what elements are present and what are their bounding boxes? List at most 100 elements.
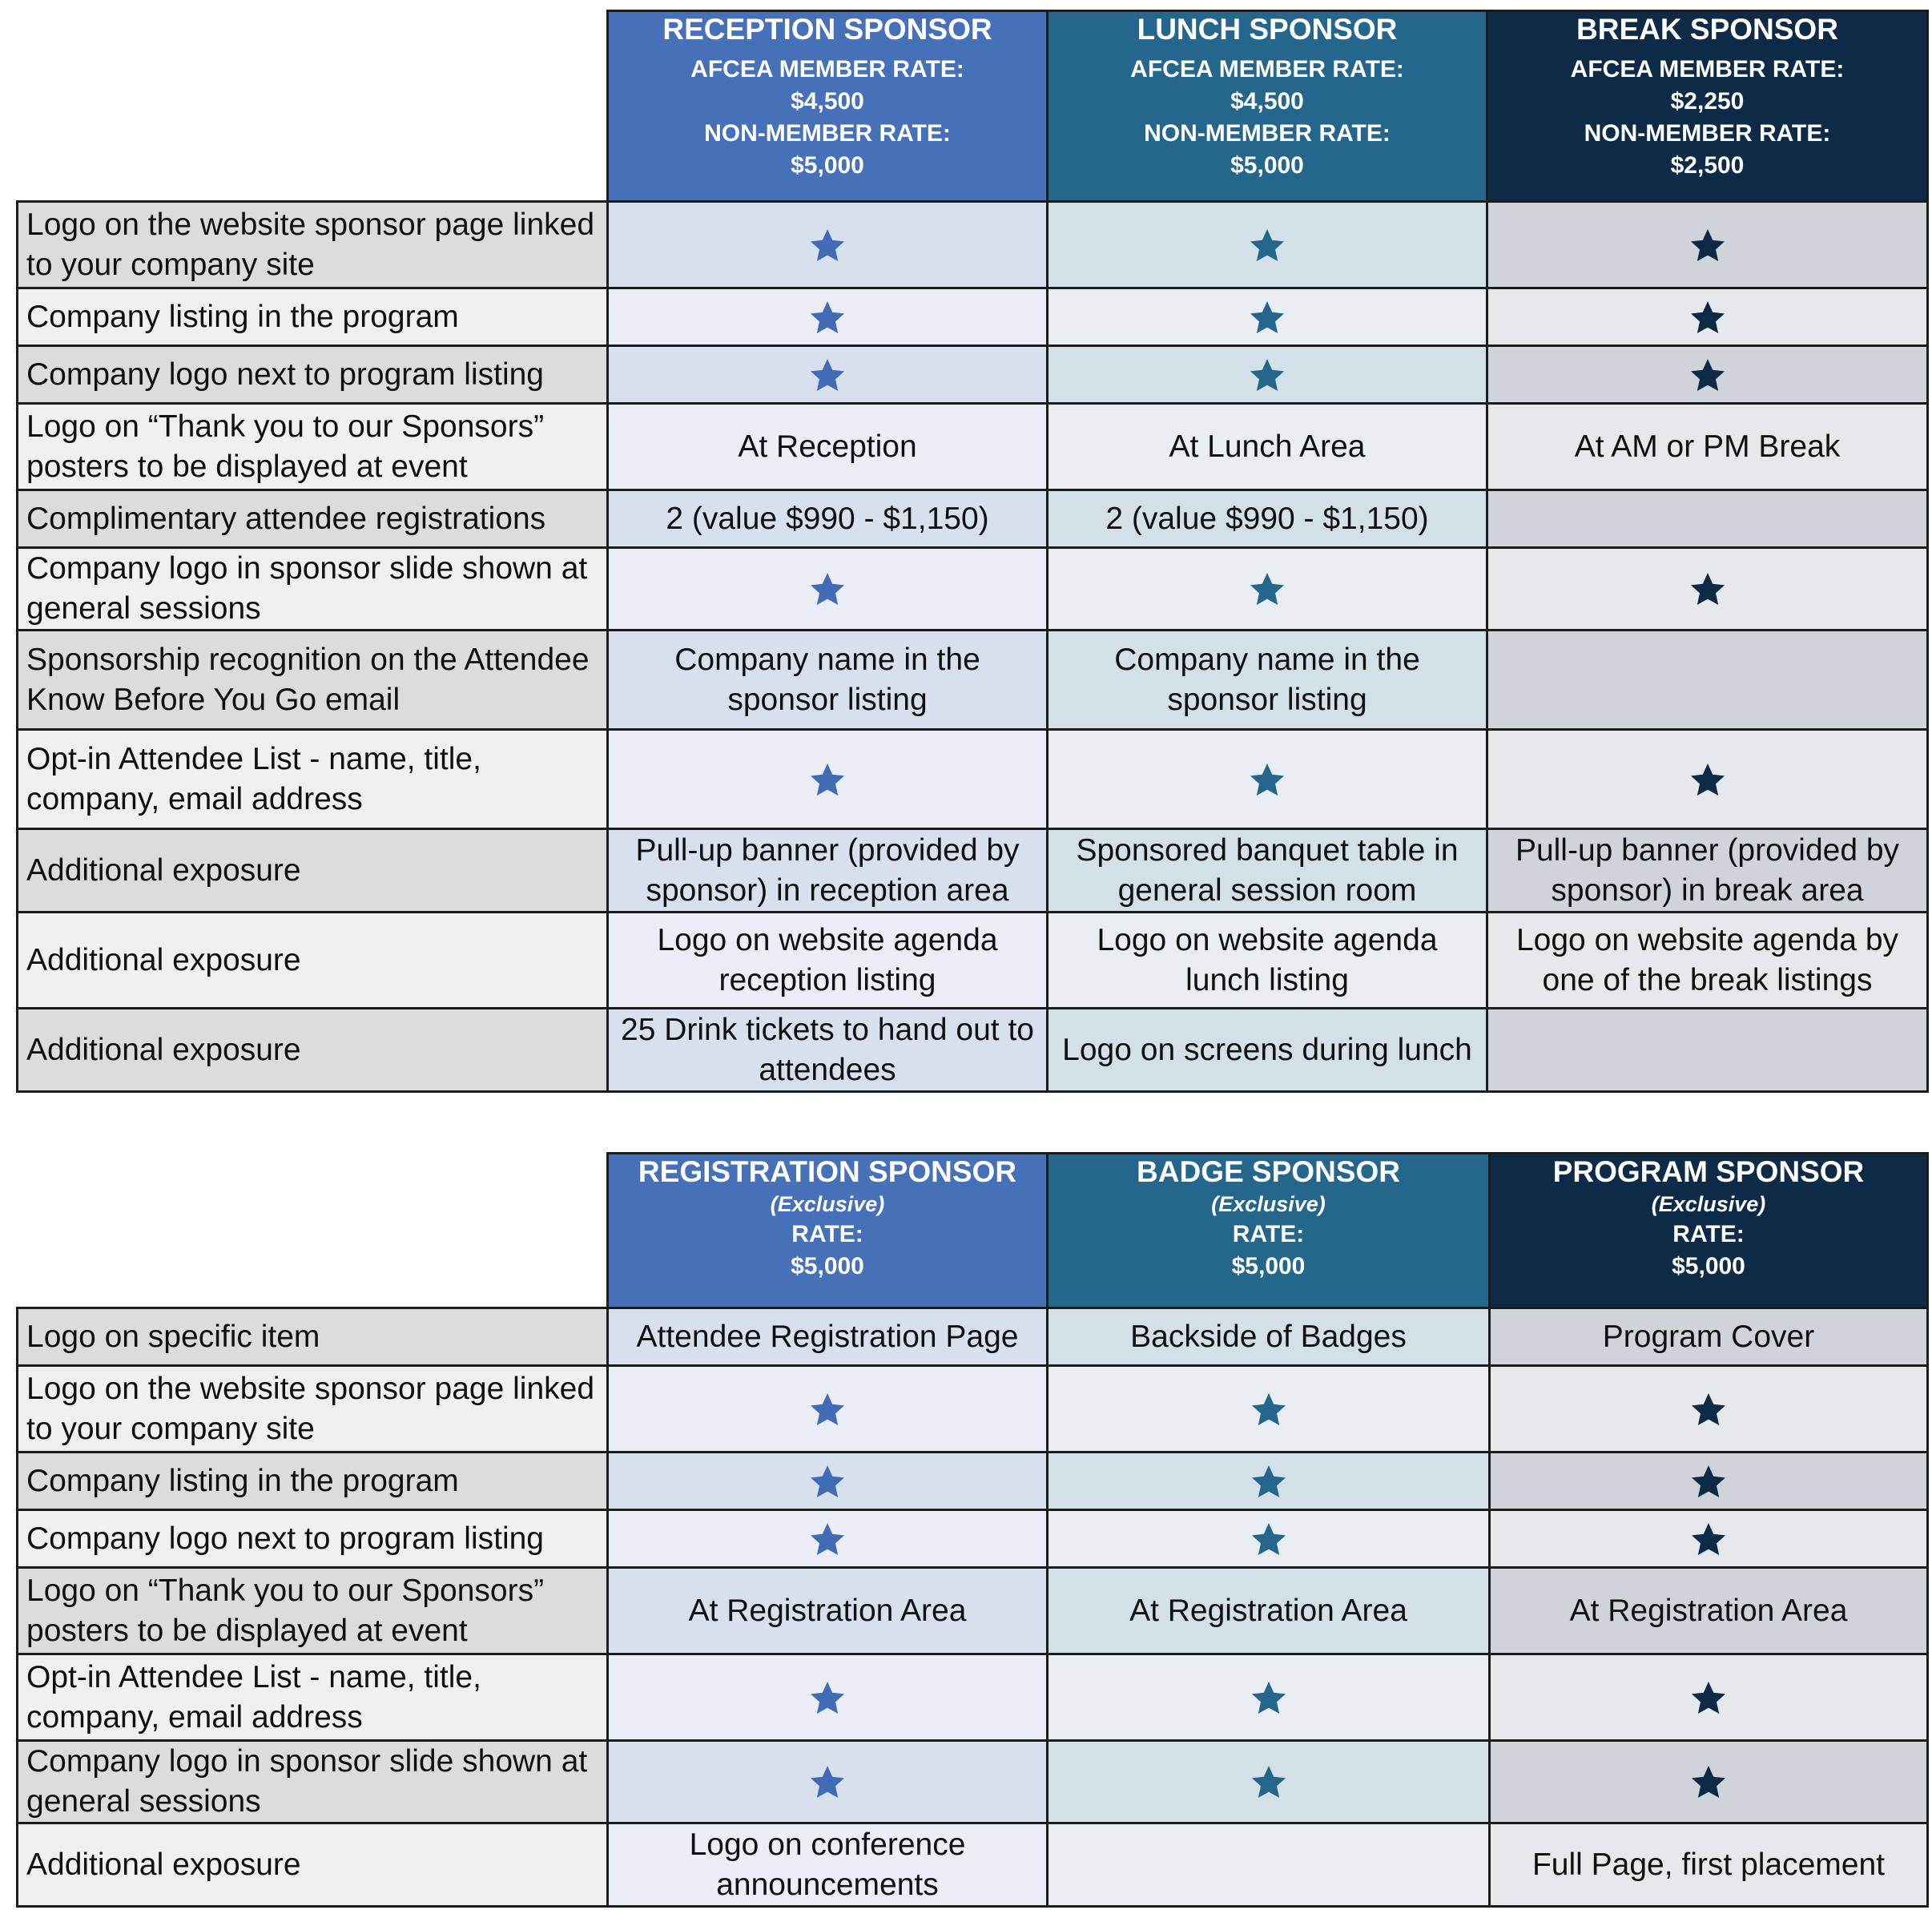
star-icon — [1689, 1521, 1728, 1559]
benefit-cell — [1486, 546, 1929, 631]
row-label: Logo on the website sponsor page linked … — [16, 1364, 609, 1453]
star-icon — [1689, 1763, 1728, 1802]
row-label: Company logo in sponsor slide shown at g… — [16, 546, 609, 631]
member-rate: $2,250 — [1670, 88, 1745, 115]
row-label: Company logo in sponsor slide shown at g… — [16, 1739, 609, 1824]
benefit-cell — [606, 1509, 1049, 1569]
benefit-cell — [606, 546, 1049, 631]
star-icon — [808, 357, 847, 395]
star-icon — [1248, 761, 1286, 800]
table-row: Logo on specific item Attendee Registrati… — [16, 1307, 1929, 1367]
benefit-cell-text: Company name in the sponsor listing — [606, 629, 1049, 731]
star-icon — [808, 761, 847, 800]
nonmember-rate-label: NON-MEMBER RATE: — [1144, 120, 1391, 147]
star-icon — [1248, 227, 1286, 265]
table-row: Company logo in sponsor slide shown at g… — [16, 546, 1929, 631]
benefit-cell — [1046, 287, 1488, 347]
exclusive-note: (Exclusive) — [770, 1192, 885, 1216]
column-title: REGISTRATION SPONSOR — [638, 1155, 1017, 1188]
table-row: Logo on the website sponsor page linked … — [16, 200, 1929, 289]
star-icon — [1688, 570, 1727, 609]
benefit-cell-text: Backside of Badges — [1046, 1307, 1491, 1367]
benefit-cell-text: Sponsored banquet table in general sessi… — [1046, 828, 1488, 913]
row-label: Opt-in Attendee List - name, title, comp… — [16, 1653, 609, 1742]
star-icon — [1250, 1763, 1288, 1802]
reception-sponsor-header: RECEPTION SPONSOR AFCEA MEMBER RATE: $4,… — [606, 10, 1049, 203]
row-label: Additional exposure — [16, 911, 609, 1009]
benefit-cell — [606, 728, 1049, 830]
benefit-cell — [1488, 1739, 1929, 1824]
rate: $5,000 — [791, 1253, 864, 1279]
row-label: Logo on the website sponsor page linked … — [16, 200, 609, 289]
table-1-body: Logo on the website sponsor page linked … — [16, 200, 1929, 1093]
table-row: Additional exposure 25 Drink tickets to h… — [16, 1007, 1929, 1093]
benefit-cell-text: Logo on conference announcements — [606, 1822, 1049, 1908]
benefit-cell — [1488, 1509, 1929, 1569]
star-icon — [1250, 1521, 1288, 1559]
nonmember-rate: $5,000 — [1230, 152, 1304, 179]
row-label: Company logo next to program listing — [16, 345, 609, 405]
benefit-cell — [1046, 200, 1488, 289]
benefit-cell — [606, 345, 1049, 405]
member-rate-label: AFCEA MEMBER RATE: — [1570, 56, 1845, 83]
table-row: Company logo in sponsor slide shown at g… — [16, 1739, 1929, 1824]
star-icon — [1248, 299, 1286, 337]
table-row: Additional exposure Logo on website agend… — [16, 911, 1929, 1009]
column-title: RECEPTION SPONSOR — [662, 13, 992, 46]
blank-corner — [17, 1153, 608, 1308]
table-row: Opt-in Attendee List - name, title, comp… — [16, 1653, 1929, 1742]
benefit-cell-text: Logo on website agenda reception listing — [606, 911, 1049, 1009]
row-label: Company listing in the program — [16, 287, 609, 347]
star-icon — [1688, 299, 1727, 337]
benefit-cell — [1488, 1653, 1929, 1742]
benefit-cell-text: Program Cover — [1488, 1307, 1929, 1367]
benefit-cell — [606, 1653, 1049, 1742]
sponsorship-table-1: RECEPTION SPONSOR AFCEA MEMBER RATE: $4,… — [16, 10, 1929, 1093]
benefit-cell-text — [1486, 1007, 1929, 1093]
benefit-cell-text: At Registration Area — [1488, 1566, 1929, 1655]
star-icon — [1250, 1679, 1288, 1718]
row-label: Additional exposure — [16, 828, 609, 913]
table-2-body: Logo on specific item Attendee Registrati… — [16, 1307, 1929, 1908]
benefit-cell — [606, 1364, 1049, 1453]
star-icon — [808, 570, 847, 609]
table-row: Company logo next to program listing — [16, 345, 1929, 405]
benefit-cell — [1046, 1739, 1491, 1824]
benefit-cell-text: Full Page, first placement — [1488, 1822, 1929, 1908]
benefit-cell — [1486, 345, 1929, 405]
nonmember-rate-label: NON-MEMBER RATE: — [704, 120, 951, 147]
benefit-cell-text: Logo on website agenda lunch listing — [1046, 911, 1488, 1009]
star-icon — [1689, 1679, 1728, 1718]
rate: $5,000 — [1231, 1253, 1306, 1279]
table-row: Logo on “Thank you to our Sponsors” post… — [16, 1566, 1929, 1655]
benefit-cell-text: Logo on screens during lunch — [1046, 1007, 1488, 1093]
row-label: Opt-in Attendee List - name, title, comp… — [16, 728, 609, 830]
rate: $5,000 — [1672, 1253, 1745, 1279]
star-icon — [1248, 570, 1286, 609]
table-row: Logo on “Thank you to our Sponsors” post… — [16, 402, 1929, 491]
star-icon — [1688, 227, 1727, 265]
table-row: Company listing in the program — [16, 287, 1929, 347]
benefit-cell-text: At Registration Area — [606, 1566, 1049, 1655]
benefit-cell-text: 2 (value $990 - $1,150) — [1046, 489, 1488, 549]
column-title: LUNCH SPONSOR — [1137, 13, 1398, 46]
table-row: Complimentary attendee registrations 2 (v… — [16, 489, 1929, 549]
benefit-cell-text: 2 (value $990 - $1,150) — [606, 489, 1049, 549]
benefit-cell — [1046, 1451, 1491, 1511]
row-label: Sponsorship recognition on the Attendee … — [16, 629, 609, 731]
benefit-cell-text — [1486, 629, 1929, 731]
table-row: Company logo next to program listing — [16, 1509, 1929, 1569]
benefit-cell — [1046, 728, 1488, 830]
star-icon — [808, 299, 847, 337]
star-icon — [1250, 1391, 1288, 1429]
column-title: BREAK SPONSOR — [1576, 13, 1838, 46]
program-sponsor-header: PROGRAM SPONSOR (Exclusive) RATE: $5,000 — [1488, 1152, 1929, 1309]
row-label: Logo on “Thank you to our Sponsors” post… — [16, 1566, 609, 1655]
benefit-cell — [1486, 728, 1929, 830]
row-label: Logo on “Thank you to our Sponsors” post… — [16, 402, 609, 491]
row-label: Logo on specific item — [16, 1307, 609, 1367]
benefit-cell — [1488, 1451, 1929, 1511]
row-label: Company logo next to program listing — [16, 1509, 609, 1569]
benefit-cell-text: At Reception — [606, 402, 1049, 491]
benefit-cell — [606, 1739, 1049, 1824]
